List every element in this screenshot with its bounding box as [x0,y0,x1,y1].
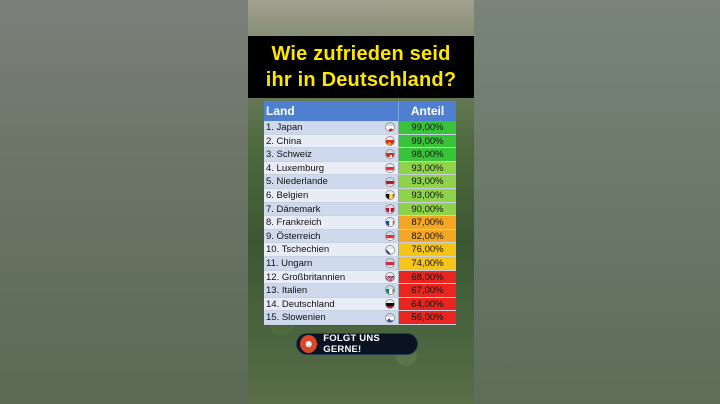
anteil-value: 56,00% [398,311,456,324]
flag-cell [382,134,398,148]
switzerland-flag-icon [385,149,395,160]
country-name: 13. Italien [264,284,382,297]
table-row: 12. Großbritannien 68,00% [264,270,456,285]
luxembourg-flag-icon [385,163,395,174]
ranking-table: Land Anteil 1. Japan 99,00% 2. China 99,00%… [264,101,456,325]
title-banner: Wie zufrieden seid ihr in Deutschland? [248,36,474,98]
anteil-value: 93,00% [398,175,456,188]
country-name: 6. Belgien [264,188,382,202]
anteil-value: 76,00% [398,243,456,256]
anteil-value: 74,00% [398,256,456,270]
anteil-value: 99,00% [398,134,456,148]
flag-cell [382,188,398,202]
table-row: 1. Japan 99,00% [264,121,456,135]
mascot-icon: ☻ [300,335,318,353]
country-name: 11. Ungarn [264,256,382,270]
anteil-value: 99,00% [398,121,456,134]
flag-cell [382,202,398,216]
country-name: 3. Schweiz [264,148,382,161]
table-row: 7. Dänemark 90,00% [264,202,456,217]
czech-flag-icon [385,244,395,255]
hungary-flag-icon [385,258,395,269]
blurred-background-right [474,0,720,404]
denmark-flag-icon [385,203,395,214]
flag-cell [382,297,398,311]
flag-cell [382,216,398,229]
title-line-2: ihr in Deutschland? [265,69,457,91]
table-row: 5. Niederlande 93,00% [264,175,456,189]
country-name: 4. Luxemburg [264,161,382,175]
flag-cell [382,175,398,188]
table-row: 3. Schweiz 98,00% [264,148,456,162]
country-name: 9. Österreich [264,229,382,243]
country-name: 5. Niederlande [264,175,382,188]
anteil-value: 68,00% [398,270,456,284]
country-name: 12. Großbritannien [264,270,382,284]
table-row: 10. Tschechien 76,00% [264,243,456,257]
flag-cell [382,121,398,134]
country-name: 7. Dänemark [264,202,382,216]
anteil-value: 87,00% [398,216,456,229]
table-row: 13. Italien 67,00% [264,284,456,298]
uk-flag-icon [385,271,395,282]
slovenia-flag-icon [385,312,395,323]
anteil-value: 93,00% [398,188,456,202]
table-row: 9. Österreich 82,00% [264,229,456,244]
japan-flag-icon [385,122,395,133]
table-row: 11. Ungarn 74,00% [264,256,456,271]
flag-cell [382,270,398,284]
follow-label: FOLGT UNS GERNE! [323,333,380,355]
belgium-flag-icon [385,190,395,201]
table-row: 6. Belgien 93,00% [264,188,456,203]
anteil-value: 93,00% [398,161,456,175]
anteil-value: 98,00% [398,148,456,161]
table-body: 1. Japan 99,00% 2. China 99,00% 3. Schweiz 98… [264,121,456,325]
china-flag-icon [385,135,395,146]
table-row: 8. Frankreich 87,00% [264,216,456,230]
country-name: 2. China [264,134,382,148]
anteil-value: 82,00% [398,229,456,243]
table-row: 4. Luxemburg 93,00% [264,161,456,176]
anteil-value: 67,00% [398,284,456,297]
country-name: 1. Japan [264,121,382,134]
flag-cell [382,161,398,175]
header-land: Land [266,104,295,118]
italy-flag-icon [385,285,395,296]
austria-flag-icon [385,231,395,242]
country-name: 10. Tschechien [264,243,382,256]
flag-cell [382,243,398,256]
title-line-1: Wie zufrieden seid [271,43,451,65]
france-flag-icon [385,217,395,228]
flag-cell [382,229,398,243]
flag-cell [382,284,398,297]
country-name: 14. Deutschland [264,297,382,311]
follow-badge[interactable]: ☻ FOLGT UNS GERNE! [296,333,418,355]
country-name: 15. Slowenien [264,311,382,324]
header-anteil: Anteil [398,101,456,121]
anteil-value: 64,00% [398,297,456,311]
table-header: Land Anteil [264,101,456,121]
table-row: 15. Slowenien 56,00% [264,311,456,325]
flag-cell [382,256,398,270]
blurred-background-left [0,0,248,404]
flag-cell [382,311,398,324]
country-name: 8. Frankreich [264,216,382,229]
anteil-value: 90,00% [398,202,456,216]
netherlands-flag-icon [385,176,395,187]
table-row: 2. China 99,00% [264,134,456,149]
germany-flag-icon [385,299,395,310]
table-row: 14. Deutschland 64,00% [264,297,456,312]
flag-cell [382,148,398,161]
